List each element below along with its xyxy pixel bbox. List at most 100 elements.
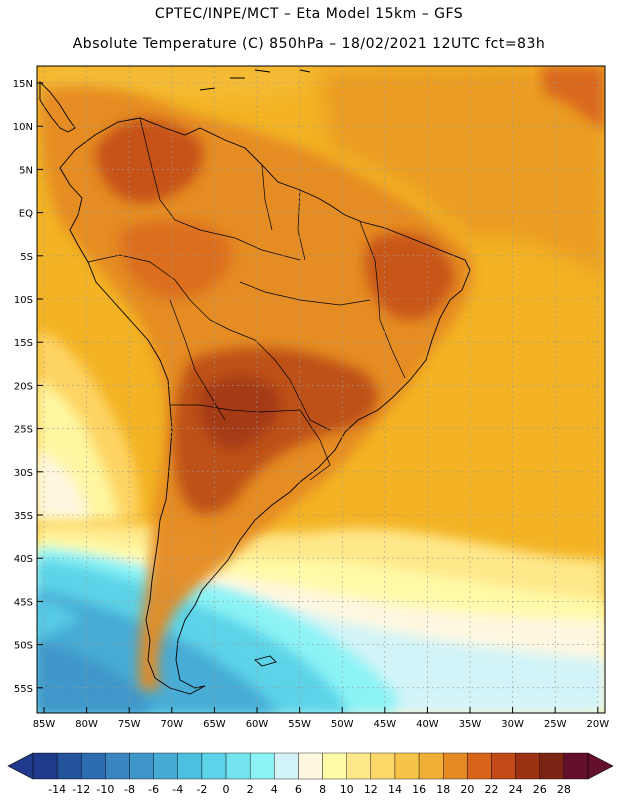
hot-core-chaco — [199, 375, 281, 450]
lon-tick-label: 50W — [331, 719, 354, 730]
colorbar-tick-label: 2 — [247, 783, 254, 796]
lon-tick-label: 60W — [246, 719, 269, 730]
country-borders — [87, 117, 406, 481]
colorbar-tick-label: 24 — [509, 783, 523, 796]
lat-tick-label: 5S — [20, 252, 33, 263]
lon-tick-label: 45W — [373, 719, 396, 730]
colorbar-swatch — [491, 752, 516, 780]
colorbar-swatch — [515, 752, 540, 780]
colorbar-arrow-right — [587, 752, 614, 780]
lat-tick-label: 5N — [19, 165, 33, 176]
colorbar-swatch — [274, 752, 299, 780]
lon-tick-label: 25W — [544, 719, 567, 730]
colorbar-swatch — [153, 752, 178, 780]
south-america-coast — [59, 117, 471, 695]
colorbar-labels: -14 -12 -10 -8 -6 -4 -2 0 2 4 6 8 10 12 14 16 18 20 22 24 26… — [48, 783, 571, 796]
colorbar-tick-label: -10 — [96, 783, 114, 796]
lat-tick-label: 15S — [14, 338, 33, 349]
atlantic-hot-corner — [540, 66, 605, 130]
lat-tick-label: 45S — [14, 597, 33, 608]
lon-tick-label: 20W — [586, 719, 609, 730]
falkland-islands — [254, 655, 277, 667]
caribbean-islands — [199, 69, 311, 91]
colorbar-tick-label: 12 — [364, 783, 378, 796]
colorbar-swatch — [394, 752, 420, 780]
lat-tick-label: 20S — [14, 381, 33, 392]
lon-tick-label: 55W — [288, 719, 311, 730]
colorbar-swatch — [539, 752, 565, 780]
lon-tick-label: 70W — [160, 719, 183, 730]
colorbar-swatch — [129, 752, 154, 780]
hot-core-northeast — [365, 232, 455, 320]
colorbar-tick-label: 26 — [533, 783, 547, 796]
colorbar-tick-label: 18 — [436, 783, 450, 796]
colorbar-swatch — [443, 752, 468, 780]
colorbar-tick-label: 6 — [295, 783, 302, 796]
colorbar-tick-label: 16 — [412, 783, 426, 796]
hot-core-andes-north — [95, 118, 203, 203]
lat-tick-label: 25S — [14, 425, 33, 436]
atlantic-orange — [320, 66, 605, 280]
lat-tick-label: 10N — [13, 122, 33, 133]
colorbar-tick-label: -8 — [124, 783, 135, 796]
colorbar-arrow-left — [7, 752, 34, 780]
warm-core-amazon — [119, 219, 232, 300]
lat-tick-label: 50S — [14, 641, 33, 652]
colorbar-swatch — [563, 752, 589, 780]
colorbar-tick-label: -4 — [172, 783, 183, 796]
colorbar-swatch — [177, 752, 203, 780]
colorbar-swatch — [346, 752, 372, 780]
colorbar-tick-label: 10 — [340, 783, 354, 796]
colorbar-tick-label: 8 — [319, 783, 326, 796]
lat-tick-label: 40S — [14, 554, 33, 565]
coastline — [39, 69, 471, 695]
longitude-axis: 85W 80W 75W 70W 65W 60W 55W 50W 45W 40W 35W 30W 25W 2… — [33, 707, 609, 730]
lon-tick-label: 30W — [501, 719, 524, 730]
colorbar-swatch — [225, 752, 251, 780]
lon-tick-label: 85W — [33, 719, 56, 730]
colorbar-swatch — [467, 752, 492, 780]
colorbar-swatch — [249, 752, 275, 780]
latitude-axis: 15N 10N 5N EQ 5S 10S 15S 20S 25S 30S 35S 40S 45S 50S 5… — [13, 79, 43, 695]
temperature-field — [37, 66, 605, 713]
colorbar-tick-label: 0 — [223, 783, 230, 796]
colorbar-swatch — [81, 752, 106, 780]
colorbar-tick-label: 22 — [484, 783, 498, 796]
lat-tick-label: 30S — [14, 468, 33, 479]
colorbar-swatch — [201, 752, 227, 780]
colorbar-swatch — [322, 752, 347, 780]
colorbar-tick-label: -12 — [72, 783, 90, 796]
north-band — [37, 66, 330, 120]
colorbar-swatch — [56, 752, 82, 780]
lon-tick-label: 80W — [75, 719, 98, 730]
colorbar-tick-label: 28 — [557, 783, 571, 796]
temperature-colorbar — [7, 752, 614, 780]
lon-tick-label: 65W — [203, 719, 226, 730]
lat-tick-label: 10S — [14, 295, 33, 306]
colorbar-swatch — [105, 752, 130, 780]
colorbar-tick-label: 20 — [460, 783, 474, 796]
colorbar-tick-label: -6 — [148, 783, 159, 796]
colorbar-tick-label: 4 — [271, 783, 278, 796]
map-title-line1: CPTEC/INPE/MCT – Eta Model 15km – GFS — [154, 6, 464, 22]
central-america-coast — [39, 80, 76, 133]
colorbar-tick-label: -14 — [48, 783, 66, 796]
lat-tick-label: 55S — [14, 684, 33, 695]
lat-tick-label: 15N — [13, 79, 33, 90]
colorbar-tick-label: 14 — [388, 783, 402, 796]
lat-tick-label: EQ — [19, 209, 33, 220]
lon-tick-label: 40W — [416, 719, 439, 730]
colorbar-swatch — [370, 752, 396, 780]
colorbar-swatch — [298, 752, 323, 780]
colorbar-swatch — [32, 752, 58, 780]
pacific-lightest — [37, 450, 90, 520]
colorbar-tick-label: -2 — [196, 783, 207, 796]
lon-tick-label: 75W — [118, 719, 141, 730]
colorbar-swatch — [418, 752, 444, 780]
map-frame — [36, 65, 606, 714]
lon-tick-label: 35W — [459, 719, 482, 730]
lat-tick-label: 35S — [14, 511, 33, 522]
cold-core-zone — [37, 640, 150, 713]
map-title-line2: Absolute Temperature (C) 850hPa – 18/02/… — [72, 36, 546, 52]
